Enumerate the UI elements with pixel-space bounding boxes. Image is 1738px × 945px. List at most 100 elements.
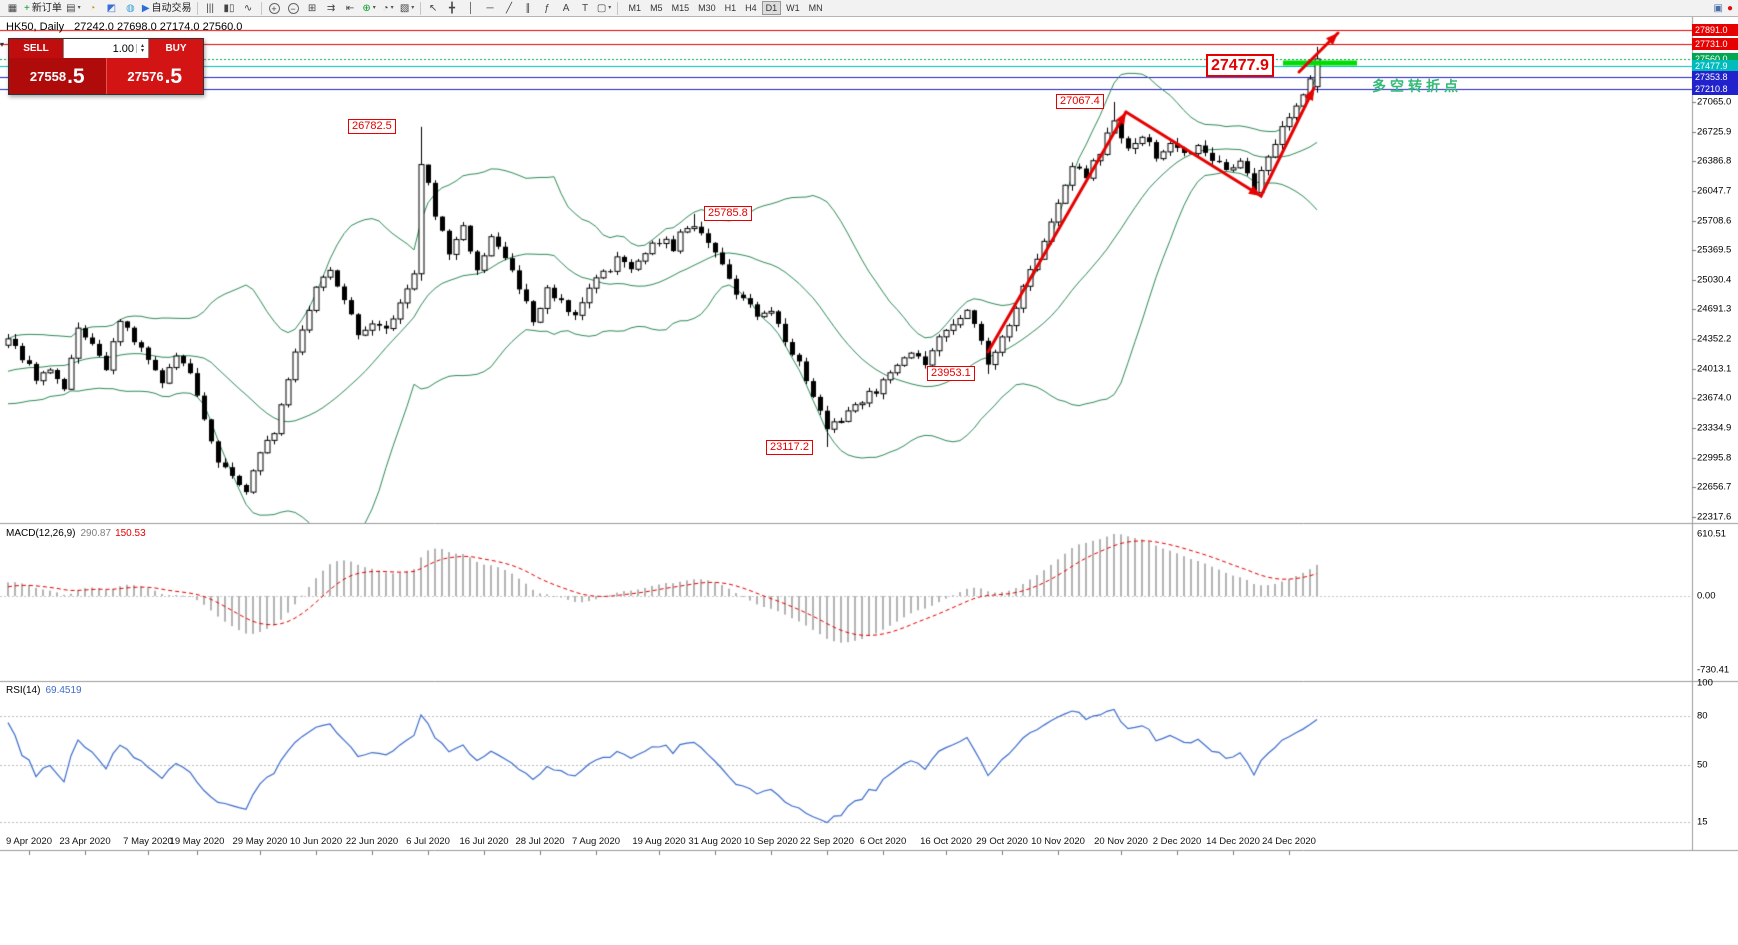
date-axis-label: 9 Apr 2020	[6, 836, 52, 847]
auto-scroll-icon: ⇉	[326, 2, 336, 14]
chart-profiles-icon[interactable]: ▤ ▾	[64, 1, 83, 16]
alerts-icon[interactable]: ◔	[83, 1, 102, 16]
notification-badge-icon[interactable]: ●	[1726, 2, 1733, 14]
toolbar-right-icons: ▣ ●	[1714, 3, 1736, 14]
mailbox-icon: ◩	[106, 2, 117, 14]
volume-stepper[interactable]: 1.00 ▴ ▾	[63, 39, 149, 58]
periods-icon[interactable]: ◔ ▾	[379, 1, 398, 16]
fibonacci-icon: ƒ	[544, 2, 550, 14]
volume-up-icon[interactable]: ▴	[140, 43, 144, 49]
channel-icon: ∥	[525, 2, 531, 14]
alerts-icon: ◔	[89, 2, 96, 14]
macd-name: MACD(12,26,9)	[6, 528, 76, 539]
label-icon[interactable]: T	[576, 1, 595, 16]
chart-shift-icon[interactable]: ⇤	[341, 1, 360, 16]
price-axis-label: 25369.5	[1697, 244, 1732, 256]
timeframe-h1[interactable]: H1	[724, 3, 737, 13]
price-label-box: 25785.8	[704, 206, 752, 221]
collapse-one-click-icon[interactable]: ▾	[0, 40, 5, 49]
one-click-trading-panel: SELL 1.00 ▴ ▾ BUY 27558.5 27576.5	[8, 38, 204, 95]
shapes-icon[interactable]: ▢ ▾	[595, 1, 614, 16]
vertical-line-icon: │	[467, 2, 475, 14]
cursor-icon[interactable]: ↖	[424, 1, 443, 16]
sell-price-pips: .5	[67, 64, 85, 88]
date-axis-label: 6 Jul 2020	[406, 836, 450, 847]
new-order-button-label: 新订单	[31, 2, 62, 14]
volume-down-icon[interactable]: ▾	[140, 47, 144, 54]
auto-scroll-icon[interactable]: ⇉	[322, 1, 341, 16]
price-axis-label: 22317.6	[1697, 511, 1732, 523]
timeframe-h4[interactable]: H4	[745, 3, 757, 13]
new-order-button[interactable]: + 新订单	[22, 1, 64, 16]
autotrading-button: ▶	[141, 2, 150, 14]
volume-spin-buttons[interactable]: ▴ ▾	[136, 43, 148, 54]
community-icon[interactable]: ▣	[1713, 2, 1723, 14]
macd-axis-label: 610.51	[1697, 528, 1727, 540]
chart-title: HK50, Daily 27242.0 27698.0 27174.0 2756…	[6, 21, 242, 33]
sell-price[interactable]: 27558.5	[9, 58, 106, 94]
trendline-icon: ╱	[506, 2, 513, 14]
price-axis-label: 24691.3	[1697, 303, 1732, 315]
indicators-icon: ⊕	[362, 2, 371, 14]
date-axis-label: 7 May 2020	[123, 836, 173, 847]
date-axis-label: 16 Oct 2020	[920, 836, 972, 847]
text-icon[interactable]: A	[557, 1, 576, 16]
bar-chart-icon[interactable]: |||	[201, 1, 220, 16]
timeframe-m15[interactable]: M15	[671, 3, 690, 13]
zoom-in-icon[interactable]: +	[265, 1, 284, 16]
price-axis-label: 26047.7	[1697, 185, 1732, 197]
price-label-box: 26782.5	[348, 119, 396, 134]
sell-price-main: 27558	[29, 68, 67, 84]
vertical-line-icon[interactable]: │	[462, 1, 481, 16]
channel-icon[interactable]: ∥	[519, 1, 538, 16]
line-chart-icon[interactable]: ∿	[239, 1, 258, 16]
toolbar-separator	[419, 1, 421, 15]
indicators-icon[interactable]: ⊕ ▾	[360, 1, 379, 16]
date-axis-label: 2 Dec 2020	[1152, 836, 1202, 847]
price-axis-label: 24352.2	[1697, 333, 1732, 345]
price-label-box: 27477.9	[1206, 54, 1274, 77]
periods-icon: ◔	[382, 2, 389, 14]
price-label-box: 23117.2	[766, 440, 813, 455]
volume-value[interactable]: 1.00	[112, 42, 134, 55]
rsi-axis-label: 15	[1697, 816, 1708, 828]
horizontal-line-icon[interactable]: ─	[481, 1, 500, 16]
tile-windows-icon[interactable]: ⊞	[303, 1, 322, 16]
trendline-icon[interactable]: ╱	[500, 1, 519, 16]
price-tag: 27210.8	[1692, 83, 1738, 96]
mailbox-icon[interactable]: ◩	[102, 1, 121, 16]
date-axis-label: 31 Aug 2020	[688, 836, 742, 847]
charts-grid-icon[interactable]: ▦	[3, 1, 22, 16]
candlestick-chart-icon[interactable]: ▮▯	[220, 1, 239, 16]
timeframe-m1[interactable]: M1	[628, 3, 642, 13]
fibonacci-icon[interactable]: ƒ	[538, 1, 557, 16]
date-axis-label: 10 Sep 2020	[744, 836, 798, 847]
date-axis-label: 22 Jun 2020	[345, 836, 399, 847]
rsi-name: RSI(14)	[6, 685, 41, 696]
toolbar-separator	[616, 1, 618, 15]
templates-icon[interactable]: ▧ ▾	[398, 1, 417, 16]
price-axis-label: 22656.7	[1697, 481, 1732, 493]
rsi-axis-label: 80	[1697, 710, 1708, 722]
autotrading-button[interactable]: ▶ 自动交易	[140, 1, 194, 16]
buy-button[interactable]: BUY	[149, 39, 203, 58]
price-tag: 27731.0	[1692, 37, 1738, 50]
timeframe-m30[interactable]: M30	[698, 3, 716, 13]
timeframe-w1[interactable]: W1	[786, 3, 800, 13]
price-axis-label: 24013.1	[1697, 363, 1732, 375]
toolbar-separator	[196, 1, 198, 15]
tile-windows-icon: ⊞	[307, 2, 317, 14]
timeframe-m5[interactable]: M5	[650, 3, 663, 13]
timeframe-mn[interactable]: MN	[808, 3, 823, 13]
chevron-down-icon: ▾	[411, 4, 415, 11]
zoom-out-icon[interactable]: −	[284, 1, 303, 16]
rsi-axis-label: 50	[1697, 759, 1708, 771]
date-axis-label: 28 Jul 2020	[515, 836, 565, 847]
sell-button[interactable]: SELL	[9, 39, 63, 58]
market-watch-icon[interactable]: ◍	[121, 1, 140, 16]
timeframe-d1[interactable]: D1	[761, 1, 782, 15]
crosshair-icon[interactable]: ╋	[443, 1, 462, 16]
buy-price[interactable]: 27576.5	[105, 58, 203, 94]
